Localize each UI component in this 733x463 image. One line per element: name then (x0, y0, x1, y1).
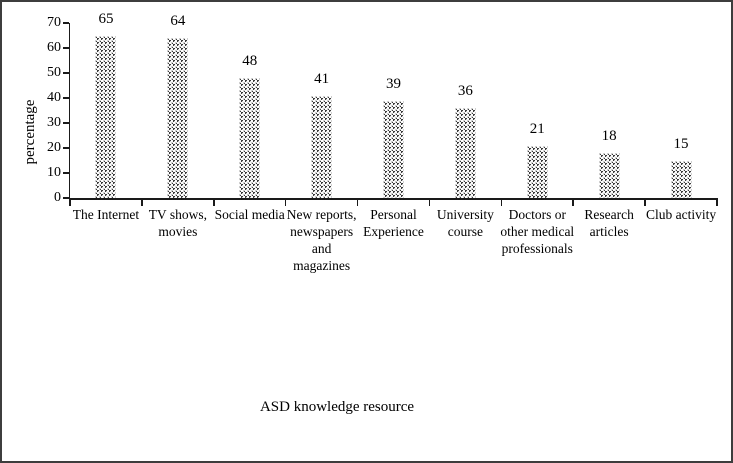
x-category-label: Personal Experience (363, 207, 424, 239)
y-tick-label: 0 (54, 190, 61, 205)
x-axis-title: ASD knowledge resource (259, 399, 415, 415)
y-tick-mark (63, 72, 69, 74)
bar-value-label: 15 (673, 135, 689, 152)
bar-value-label: 41 (314, 70, 330, 87)
x-category-label: The Internet (72, 207, 140, 222)
bar (311, 95, 333, 198)
y-tick-label: 30 (47, 115, 61, 130)
bar (598, 153, 620, 198)
y-tick-mark (63, 22, 69, 24)
y-tick-label: 60 (47, 40, 61, 55)
y-tick-label: 20 (47, 140, 61, 155)
x-tick-mark (572, 199, 574, 206)
x-tick-mark (284, 199, 287, 206)
y-tick-label: 10 (47, 165, 61, 180)
x-tick-mark (500, 199, 503, 206)
x-category-label: New reports, newspapers and magazines (286, 207, 357, 273)
x-category-label: Social media (214, 207, 285, 222)
y-tick-mark (63, 147, 69, 149)
x-category-label: TV shows, movies (148, 207, 207, 239)
bar (526, 145, 548, 198)
y-tick-mark (63, 172, 69, 174)
y-tick-label: 70 (47, 15, 61, 30)
bar (670, 160, 692, 198)
bar (95, 35, 117, 198)
bar-value-label: 18 (601, 128, 617, 144)
x-category-label: Doctors or other medical professionals (500, 207, 575, 256)
x-tick-mark (356, 199, 359, 206)
bar (454, 108, 476, 198)
bar-value-label: 36 (457, 83, 473, 99)
y-tick-mark (63, 197, 69, 199)
y-tick-mark (63, 122, 69, 124)
y-tick-label: 50 (47, 65, 61, 80)
x-category-label: Club activity (645, 207, 717, 222)
bar-value-label: 48 (242, 53, 258, 69)
bar-value-label: 21 (529, 120, 545, 137)
bar (383, 100, 404, 198)
x-tick-mark (716, 199, 718, 206)
x-tick-mark (213, 199, 215, 206)
x-tick-mark (644, 199, 646, 206)
x-tick-mark (428, 199, 431, 206)
bar-value-label: 39 (386, 75, 401, 92)
x-tick-mark (141, 199, 143, 206)
bar (239, 78, 261, 198)
x-category-label: University course (436, 207, 494, 239)
bar-value-label: 64 (170, 13, 186, 29)
x-category-label: Research articles (584, 207, 634, 239)
y-tick-mark (63, 97, 69, 99)
x-axis-line (68, 198, 718, 200)
y-tick-mark (63, 47, 69, 49)
bar (167, 38, 189, 198)
y-axis-line (68, 23, 70, 200)
y-tick-label: 40 (47, 90, 61, 105)
bar-value-label: 65 (98, 10, 114, 27)
x-tick-mark (69, 199, 71, 206)
